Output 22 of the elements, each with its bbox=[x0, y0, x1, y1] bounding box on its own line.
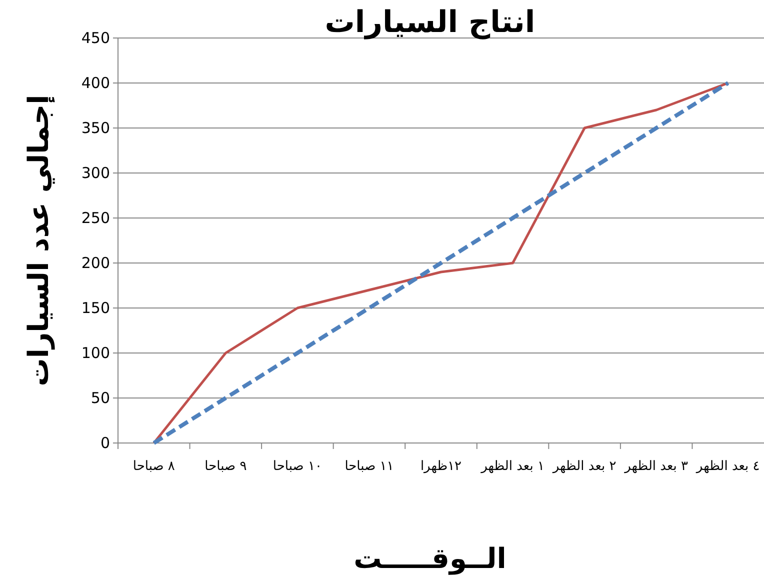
y-tick-label: 0 bbox=[100, 434, 110, 452]
y-tick-label: 350 bbox=[81, 119, 110, 137]
x-tick-label: ٤ بعد الظهر bbox=[694, 458, 761, 476]
x-tick-label: ١ بعد الظهر bbox=[480, 458, 546, 476]
x-tick-label: ٩ صباحا bbox=[204, 458, 248, 476]
x-tick-label: ١٠ صباحا bbox=[272, 458, 323, 476]
x-tick-label: ٨ صباحا bbox=[132, 458, 176, 476]
y-tick-label: 450 bbox=[81, 29, 110, 47]
y-tick-label: 200 bbox=[81, 254, 110, 272]
x-tick-label: ٣ بعد الظهر bbox=[623, 458, 689, 476]
y-tick-label: 300 bbox=[81, 164, 110, 182]
y-tick-label: 50 bbox=[90, 389, 110, 407]
x-tick-label: ١١ صباحا bbox=[344, 458, 395, 476]
y-tick-label: 250 bbox=[81, 209, 110, 227]
y-axis-title: إجمالي عدد السيارات bbox=[22, 94, 55, 386]
y-tick-label: 100 bbox=[81, 344, 110, 362]
x-tick-label: ١٢ظهرا bbox=[419, 458, 463, 476]
chart-title: انتاج السيارات bbox=[324, 5, 536, 40]
x-tick-label: ٢ بعد الظهر bbox=[551, 458, 618, 476]
y-tick-label: 150 bbox=[81, 299, 110, 317]
x-axis-title: الــوقـــــت bbox=[354, 542, 506, 575]
y-tick-label: 400 bbox=[81, 74, 110, 92]
